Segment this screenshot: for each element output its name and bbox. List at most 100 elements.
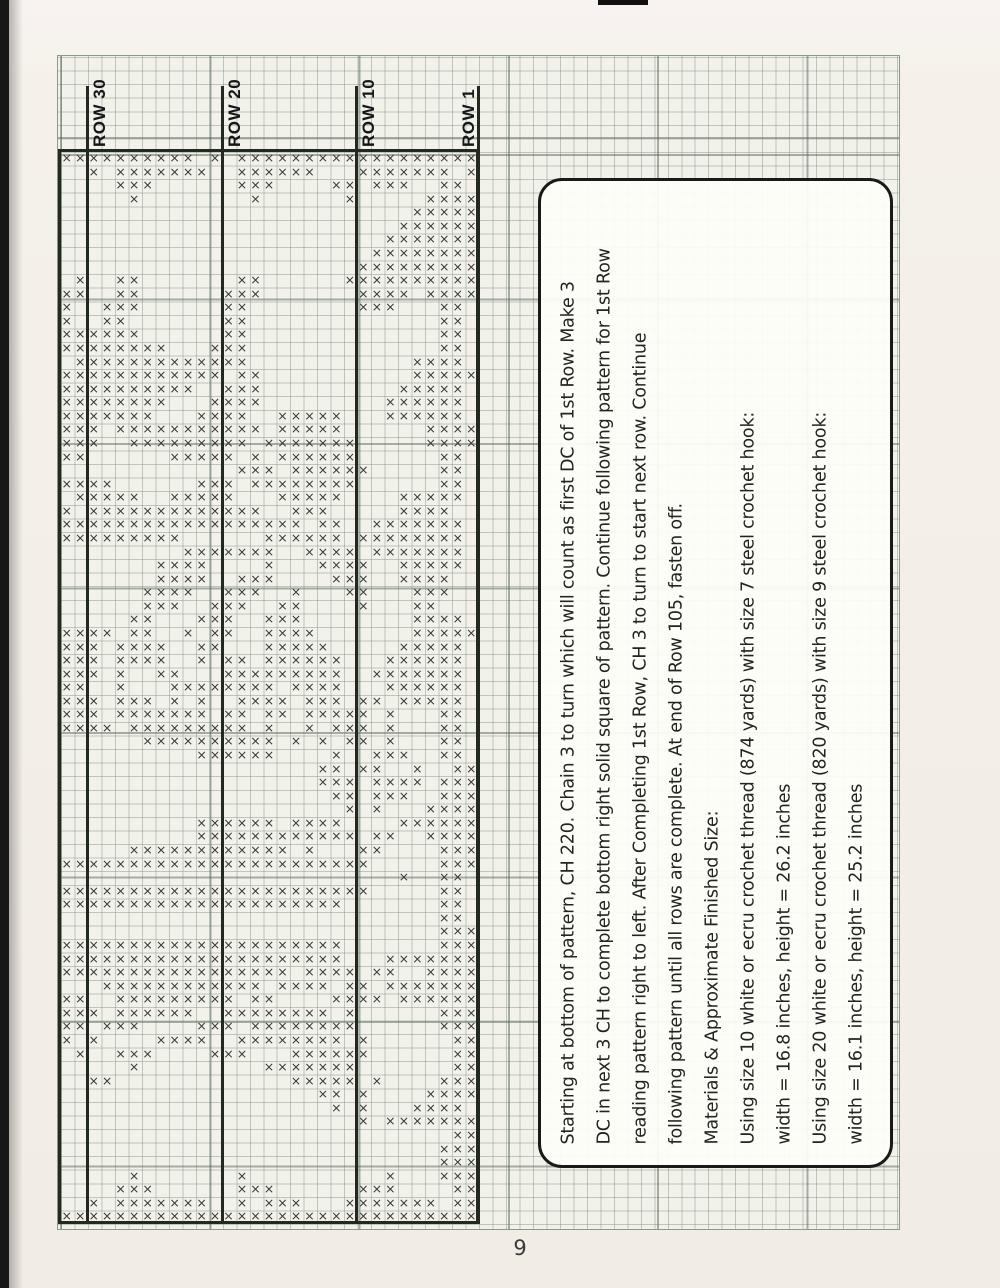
x-mark: × [439,923,450,939]
x-mark: × [74,692,86,708]
binding-edge-shadow [9,0,23,1288]
x-mark: × [182,1208,194,1224]
x-mark: × [209,367,221,383]
x-mark: × [169,842,180,858]
x-mark: × [61,624,72,640]
x-mark: × [236,570,248,586]
x-mark: × [358,570,369,586]
x-mark: × [398,814,410,830]
x-mark: × [115,421,126,437]
x-mark: × [439,367,450,383]
x-mark: × [385,977,396,993]
x-mark: × [250,991,261,1007]
x-mark: × [385,1194,396,1210]
x-mark: × [223,882,234,898]
x-mark: × [155,367,167,383]
x-mark: × [61,882,72,898]
x-mark: × [439,787,450,803]
x-mark: × [452,950,463,966]
binding-edge [0,0,9,1288]
x-mark: × [182,448,194,464]
x-mark: × [371,801,383,817]
x-mark: × [466,421,477,437]
x-mark: × [385,407,396,423]
x-mark: × [331,896,342,912]
x-mark: × [439,855,450,871]
x-mark: × [398,869,410,885]
x-mark: × [61,855,72,871]
x-mark: × [452,244,463,260]
x-mark: × [412,652,423,668]
x-mark: × [169,882,180,898]
x-mark: × [358,1032,369,1048]
filet-chart: × × × × × × × × × × × × × × × × × × × × × × × × × × × × × × × × × × × × × × × ×… [60,151,478,1223]
instruction-line: Using size 10 white or ecru crochet thre… [738,411,759,1145]
x-mark: × [304,489,315,505]
x-mark: × [169,448,180,464]
chart-outer-border [58,149,479,1224]
x-mark: × [439,570,450,586]
x-mark: × [452,991,463,1007]
x-mark: × [169,1032,180,1048]
x-mark: × [169,597,180,613]
x-mark: × [142,407,153,423]
x-mark: × [250,543,261,559]
x-mark: × [223,937,234,953]
x-mark: × [182,367,194,383]
x-mark: × [439,163,450,179]
x-mark: × [358,1181,369,1197]
x-mark: × [439,258,450,274]
x-mark: × [425,190,437,206]
x-mark: × [331,1072,342,1088]
x-mark: × [398,638,410,654]
x-mark: × [128,964,140,980]
x-mark: × [101,380,113,396]
x-mark: × [88,339,99,355]
x-mark: × [425,991,437,1007]
x-mark: × [344,272,356,288]
x-mark: × [223,665,234,681]
x-mark: × [223,977,234,993]
x-mark: × [331,882,342,898]
x-mark: × [74,489,86,505]
x-mark: × [331,719,342,735]
x-mark: × [61,692,72,708]
x-mark: × [142,842,153,858]
x-mark: × [304,1072,315,1088]
x-mark: × [182,1194,194,1210]
x-mark: × [182,624,194,640]
x-mark: × [398,502,410,518]
x-mark: × [304,150,315,165]
x-mark: × [317,964,329,980]
x-mark: × [290,163,302,179]
x-mark: × [317,1086,329,1102]
x-mark: × [88,855,99,871]
x-mark: × [425,258,437,274]
x-mark: × [88,353,99,369]
x-mark: × [236,882,248,898]
x-mark: × [169,719,180,735]
x-mark: × [263,1208,275,1224]
x-mark: × [277,652,288,668]
x-mark: × [290,597,302,613]
x-mark: × [466,1032,477,1048]
x-mark: × [425,977,437,993]
x-mark: × [331,489,342,505]
x-mark: × [115,407,126,423]
x-mark: × [452,489,463,505]
x-mark: × [344,1194,356,1210]
x-mark: × [304,814,315,830]
x-mark: × [74,882,86,898]
x-mark: × [236,692,248,708]
row-label: ROW 1 [459,88,478,147]
x-mark: × [142,163,153,179]
x-mark: × [223,624,234,640]
x-mark: × [290,1018,302,1034]
x-mark: × [236,312,248,328]
x-mark: × [439,1140,450,1156]
x-mark: × [61,665,72,681]
x-mark: × [128,1045,140,1061]
x-mark: × [425,679,437,695]
x-mark: × [250,814,261,830]
x-mark: × [304,462,315,478]
